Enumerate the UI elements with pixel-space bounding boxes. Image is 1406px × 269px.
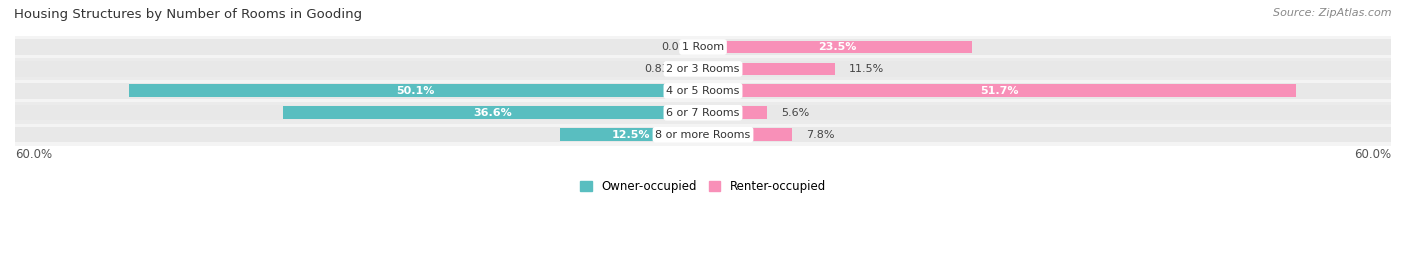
Text: 6 or 7 Rooms: 6 or 7 Rooms: [666, 108, 740, 118]
Text: 4 or 5 Rooms: 4 or 5 Rooms: [666, 86, 740, 96]
Bar: [15, 39, 1391, 55]
Bar: [15, 80, 1391, 102]
Bar: [15, 124, 1391, 146]
Bar: [693, 63, 703, 75]
Bar: [15, 127, 1391, 142]
Bar: [703, 84, 1296, 97]
Bar: [703, 107, 768, 119]
Bar: [703, 128, 793, 141]
Bar: [560, 128, 703, 141]
Text: 23.5%: 23.5%: [818, 42, 856, 52]
Text: 11.5%: 11.5%: [849, 64, 884, 74]
Text: 5.6%: 5.6%: [780, 108, 810, 118]
Bar: [15, 105, 1391, 121]
Text: Source: ZipAtlas.com: Source: ZipAtlas.com: [1274, 8, 1392, 18]
Bar: [284, 107, 703, 119]
Text: 51.7%: 51.7%: [980, 86, 1019, 96]
Bar: [703, 41, 973, 53]
Text: 36.6%: 36.6%: [474, 108, 513, 118]
Text: Housing Structures by Number of Rooms in Gooding: Housing Structures by Number of Rooms in…: [14, 8, 363, 21]
Bar: [703, 63, 835, 75]
Text: 60.0%: 60.0%: [1354, 148, 1391, 161]
Text: 1 Room: 1 Room: [682, 42, 724, 52]
Text: 2 or 3 Rooms: 2 or 3 Rooms: [666, 64, 740, 74]
Text: 0.83%: 0.83%: [644, 64, 679, 74]
Bar: [128, 84, 703, 97]
Legend: Owner-occupied, Renter-occupied: Owner-occupied, Renter-occupied: [579, 180, 827, 193]
Bar: [15, 36, 1391, 58]
Bar: [15, 58, 1391, 80]
Text: 12.5%: 12.5%: [612, 130, 651, 140]
Text: 60.0%: 60.0%: [15, 148, 52, 161]
Text: 0.0%: 0.0%: [661, 42, 689, 52]
Bar: [15, 83, 1391, 98]
Bar: [15, 61, 1391, 77]
Text: 8 or more Rooms: 8 or more Rooms: [655, 130, 751, 140]
Text: 7.8%: 7.8%: [806, 130, 835, 140]
Bar: [15, 102, 1391, 124]
Text: 50.1%: 50.1%: [396, 86, 434, 96]
